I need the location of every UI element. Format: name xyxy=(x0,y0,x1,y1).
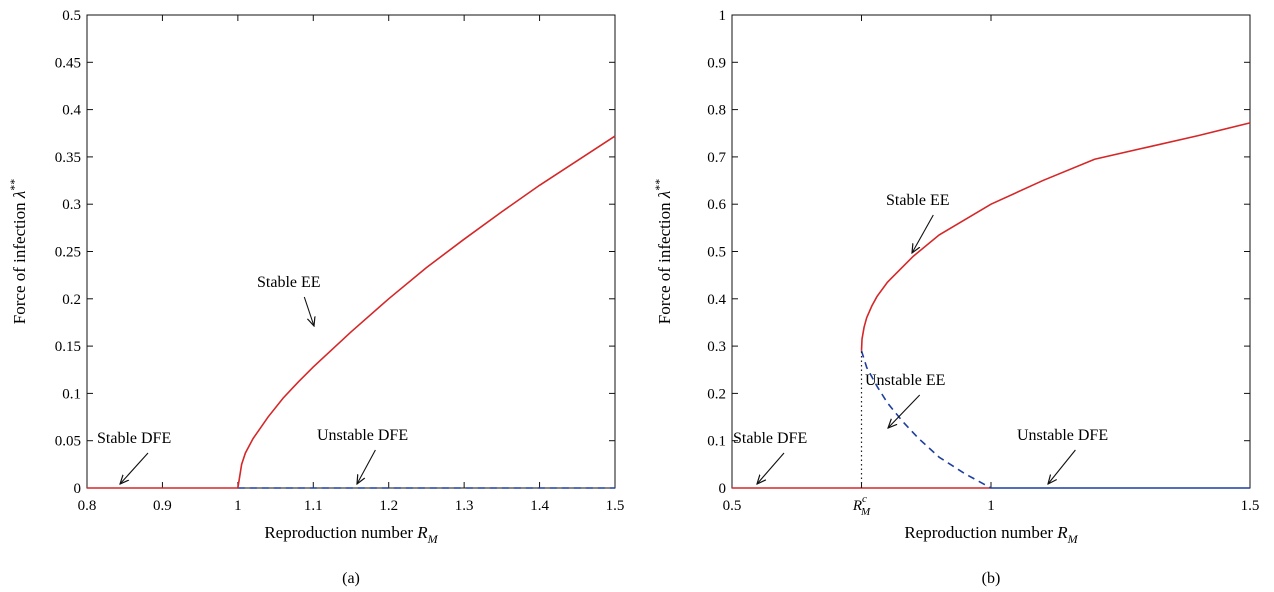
x-tick-label: 1.4 xyxy=(530,498,549,514)
y-tick-label: 0.45 xyxy=(55,55,81,71)
annotation-arrow xyxy=(120,452,149,484)
y-tick-label: 0.3 xyxy=(707,339,726,355)
y-tick-label: 0.25 xyxy=(55,245,81,261)
x-axis-label: Reproduction number RM xyxy=(904,523,1078,546)
x-tick-label: 0.5 xyxy=(723,498,742,514)
y-tick-label: 0.9 xyxy=(707,55,726,71)
x-tick-label: 0.9 xyxy=(153,498,172,514)
panel-b: 0 0.1 0.2 0.3 0.4 0.5 0.6 0.7 0.8 0.9 1 0.5 Rc M 1 1.5 R… xyxy=(652,8,1259,587)
annotation-label: Stable EE xyxy=(886,192,950,209)
y-tick-label: 0.4 xyxy=(707,292,726,308)
y-tick-label: 1 xyxy=(719,8,727,24)
y-tick-label: 0.1 xyxy=(707,434,726,450)
annotation-arrow xyxy=(1048,449,1076,484)
y-tick-label: 0.5 xyxy=(707,245,726,261)
y-tick-label: 0.35 xyxy=(55,150,81,166)
y-tick-label: 0.2 xyxy=(707,386,726,402)
x-tick-label: 1 xyxy=(987,498,995,514)
y-tick-label: 0 xyxy=(719,481,727,497)
y-tick-label: 0.5 xyxy=(62,8,81,24)
y-tick-label: 0.3 xyxy=(62,197,81,213)
annotation-label: Stable EE xyxy=(257,274,321,291)
annotation-label: Unstable DFE xyxy=(317,427,408,444)
y-axis-label: Force of infection λ** xyxy=(652,179,674,324)
y-tick-label: 0.05 xyxy=(55,434,81,450)
y-tick-label: 0 xyxy=(74,481,82,497)
annotation-label: Unstable DFE xyxy=(1017,427,1108,444)
plot-frame xyxy=(731,14,1251,489)
y-tick-label: 0.7 xyxy=(707,150,726,166)
x-tick-label: 0.8 xyxy=(78,498,97,514)
y-tick-label: 0.4 xyxy=(62,103,81,119)
x-tick-label: Rc M xyxy=(852,493,871,518)
annotation-arrow xyxy=(757,452,785,484)
x-tick-label: 1.1 xyxy=(304,498,323,514)
annotation-arrow xyxy=(357,449,376,484)
y-tick-label: 0.1 xyxy=(62,386,81,402)
y-tick-label: 0.15 xyxy=(55,339,81,355)
annotation-arrow xyxy=(912,214,934,253)
series-line xyxy=(860,122,1251,351)
annotation-label: Stable DFE xyxy=(733,430,807,447)
series-line xyxy=(237,135,616,489)
panel-caption: (a) xyxy=(342,570,360,587)
y-axis-label: Force of infection λ** xyxy=(7,179,29,324)
panel-a: 0 0.05 0.1 0.15 0.2 0.25 0.3 0.35 0.4 0.45 0.5 0.8 0… xyxy=(7,8,624,587)
x-tick-label: 1 xyxy=(234,498,242,514)
x-tick-label: 1.3 xyxy=(455,498,474,514)
x-tick-label: 1.2 xyxy=(379,498,398,514)
annotation-arrow xyxy=(888,394,921,428)
y-tick-label: 0.8 xyxy=(707,103,726,119)
series-line xyxy=(860,350,992,489)
panel-caption: (b) xyxy=(982,570,1001,587)
x-tick-label: 1.5 xyxy=(606,498,625,514)
annotation-arrow xyxy=(303,296,314,326)
x-axis-label: Reproduction number RM xyxy=(264,523,438,546)
y-tick-label: 0.6 xyxy=(707,197,726,213)
annotation-label: Stable DFE xyxy=(97,430,171,447)
x-tick-label: 1.5 xyxy=(1241,498,1260,514)
plot-frame xyxy=(86,14,616,489)
y-tick-label: 0.2 xyxy=(62,292,81,308)
annotation-label: Unstable EE xyxy=(865,372,945,389)
